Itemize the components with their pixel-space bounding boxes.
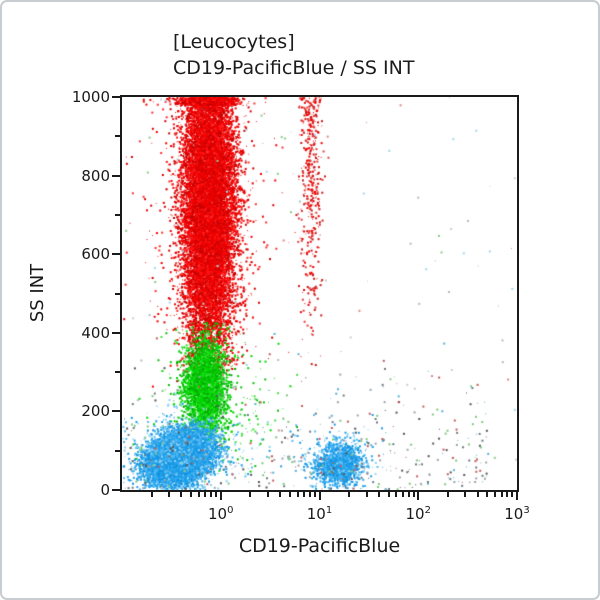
x-minor-tick <box>266 492 269 497</box>
y-tick-label: 400 <box>81 323 110 342</box>
scatter-dot-canvas <box>122 97 517 490</box>
x-minor-tick <box>303 492 306 497</box>
x-major-tick <box>417 492 420 500</box>
x-axis-label: CD19-PacificBlue <box>238 535 401 557</box>
x-minor-tick <box>401 492 404 497</box>
x-minor-tick <box>197 492 200 497</box>
x-minor-tick <box>407 492 410 497</box>
y-major-tick <box>112 253 120 256</box>
x-minor-tick <box>387 492 390 497</box>
y-tick-label: 800 <box>81 166 110 185</box>
x-major-tick <box>219 492 222 500</box>
x-minor-tick <box>377 492 380 497</box>
y-major-tick <box>112 489 120 491</box>
y-tick-label: 1000 <box>71 88 110 106</box>
x-major-tick <box>318 492 321 500</box>
y-tick-label: 200 <box>81 402 110 421</box>
x-minor-tick <box>308 492 311 497</box>
y-major-tick <box>112 174 120 177</box>
x-tick-label: 103 <box>504 505 530 523</box>
x-minor-tick <box>204 492 207 497</box>
x-minor-tick <box>506 492 509 497</box>
x-minor-tick <box>288 492 291 497</box>
y-major-tick <box>112 96 120 98</box>
x-minor-tick <box>412 492 415 497</box>
x-minor-tick <box>180 492 183 497</box>
x-minor-tick <box>279 492 282 497</box>
x-minor-tick <box>348 492 351 497</box>
x-minor-tick <box>494 492 497 497</box>
x-minor-tick <box>210 492 213 497</box>
x-minor-tick <box>511 492 514 497</box>
x-tick-label: 101 <box>306 505 333 523</box>
plot-area <box>120 95 519 492</box>
x-minor-tick <box>313 492 316 497</box>
x-minor-tick <box>150 492 153 497</box>
x-minor-tick <box>395 492 398 497</box>
x-tick-label: 100 <box>208 505 234 523</box>
figure-title-block: [Leucocytes] CD19-PacificBlue / SS INT <box>173 29 414 81</box>
x-minor-tick <box>486 492 489 497</box>
x-minor-tick <box>190 492 193 497</box>
x-minor-tick <box>446 492 449 497</box>
y-tick-label: 600 <box>81 245 110 264</box>
x-minor-tick <box>365 492 368 497</box>
x-minor-tick <box>168 492 171 497</box>
x-minor-tick <box>500 492 503 497</box>
x-minor-tick <box>215 492 218 497</box>
y-axis-label: SS INT <box>27 263 48 323</box>
x-minor-tick <box>464 492 467 497</box>
y-major-tick <box>112 410 120 413</box>
x-major-tick <box>516 492 518 500</box>
y-tick-label: 0 <box>100 481 110 499</box>
x-minor-tick <box>476 492 479 497</box>
y-major-tick <box>112 331 120 334</box>
figure-subtitle: CD19-PacificBlue / SS INT <box>173 57 415 79</box>
x-minor-tick <box>296 492 299 497</box>
x-minor-tick <box>249 492 252 497</box>
x-tick-label: 102 <box>405 505 431 523</box>
figure-title: [Leucocytes] <box>173 31 295 53</box>
